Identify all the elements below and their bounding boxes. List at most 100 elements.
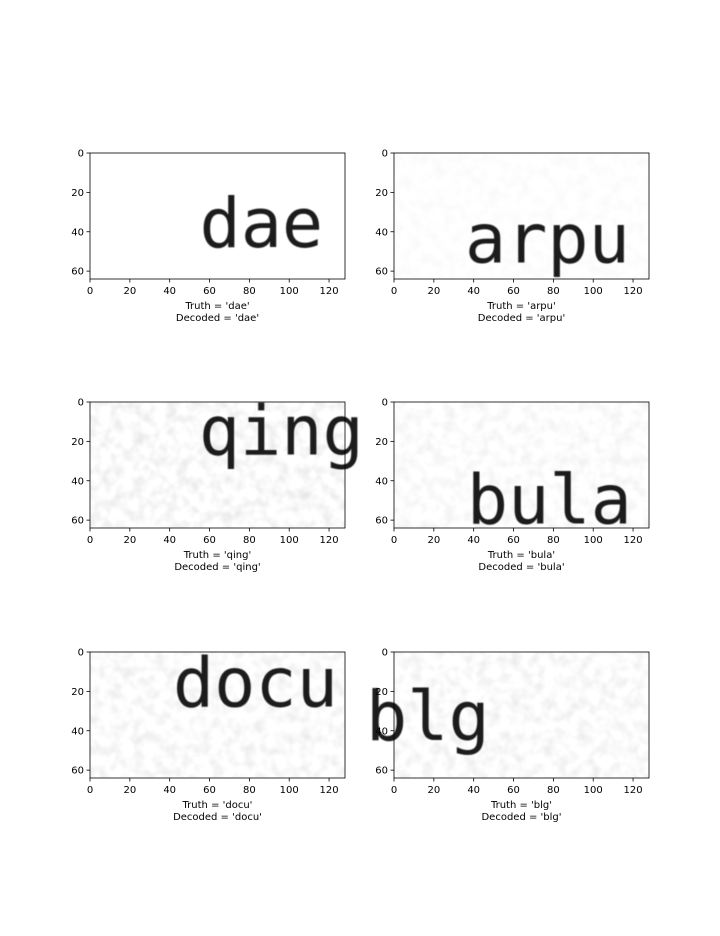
x-tick-label: 40 bbox=[467, 535, 480, 546]
truth-label: Truth = 'blg' bbox=[490, 800, 552, 811]
y-tick-label: 60 bbox=[71, 766, 84, 777]
truth-label: Truth = 'qing' bbox=[183, 550, 251, 561]
image-word-glyphs: blg bbox=[366, 677, 490, 757]
y-tick-label: 0 bbox=[78, 398, 84, 409]
x-tick-label: 100 bbox=[584, 785, 603, 796]
x-tick-label: 0 bbox=[391, 535, 397, 546]
y-tick-label: 20 bbox=[375, 188, 388, 199]
x-tick-label: 80 bbox=[547, 286, 560, 297]
decoded-label: Decoded = 'blg' bbox=[481, 812, 561, 823]
y-tick-label: 60 bbox=[71, 267, 84, 278]
x-tick-label: 40 bbox=[163, 286, 176, 297]
x-tick-label: 60 bbox=[507, 286, 520, 297]
x-tick-label: 0 bbox=[87, 535, 93, 546]
y-tick-label: 40 bbox=[71, 476, 84, 487]
x-tick-label: 80 bbox=[547, 785, 560, 796]
subplot-6: blg 0 20 40 60 80 100 120 0 20 40 60 Truth = 'blg'De… bbox=[366, 648, 650, 823]
decoded-label: Decoded = 'docu' bbox=[173, 812, 262, 823]
x-tick-label: 80 bbox=[243, 286, 256, 297]
axes-frame bbox=[89, 651, 346, 779]
y-tick-label: 20 bbox=[375, 437, 388, 448]
x-tick-label: 100 bbox=[280, 286, 299, 297]
x-tick-label: 0 bbox=[391, 785, 397, 796]
x-tick-label: 60 bbox=[507, 535, 520, 546]
image-noise bbox=[394, 153, 649, 279]
decoded-label: Decoded = 'bula' bbox=[478, 562, 564, 573]
image-word-glyphs: arpu bbox=[465, 200, 630, 280]
x-tick-label: 20 bbox=[427, 785, 440, 796]
image-noise bbox=[394, 652, 649, 778]
x-tick-label: 80 bbox=[547, 535, 560, 546]
x-tick-label: 0 bbox=[87, 286, 93, 297]
y-tick-label: 60 bbox=[375, 516, 388, 527]
image-word-glyphs: qing bbox=[199, 392, 364, 472]
y-tick-label: 60 bbox=[375, 267, 388, 278]
decoded-label: Decoded = 'qing' bbox=[174, 562, 260, 573]
axes-frame bbox=[393, 152, 650, 280]
decoded-label: Decoded = 'arpu' bbox=[478, 313, 565, 324]
axes-frame bbox=[89, 401, 346, 529]
x-tick-label: 20 bbox=[427, 535, 440, 546]
y-tick-label: 60 bbox=[375, 766, 388, 777]
y-tick-label: 40 bbox=[71, 726, 84, 737]
x-tick-label: 80 bbox=[243, 535, 256, 546]
x-tick-label: 0 bbox=[391, 286, 397, 297]
y-tick-label: 40 bbox=[375, 726, 388, 737]
y-tick-label: 0 bbox=[382, 648, 388, 659]
x-tick-label: 120 bbox=[624, 535, 643, 546]
x-tick-label: 120 bbox=[320, 535, 339, 546]
truth-label: Truth = 'dae' bbox=[184, 301, 249, 312]
x-tick-label: 20 bbox=[123, 535, 136, 546]
x-tick-label: 100 bbox=[280, 785, 299, 796]
y-tick-label: 0 bbox=[78, 149, 84, 160]
x-tick-label: 120 bbox=[320, 286, 339, 297]
x-tick-label: 60 bbox=[203, 535, 216, 546]
subplot-3: qing 0 20 40 60 80 100 120 0 20 40 60 Truth = 'qing'… bbox=[71, 392, 363, 573]
x-tick-label: 20 bbox=[427, 286, 440, 297]
x-tick-label: 80 bbox=[243, 785, 256, 796]
x-tick-label: 0 bbox=[87, 785, 93, 796]
subplot-1: dae 0 20 40 60 80 100 120 0 20 40 60 Truth = 'dae'De… bbox=[71, 149, 346, 324]
image-word-glyphs: bula bbox=[467, 460, 632, 540]
x-tick-label: 100 bbox=[280, 535, 299, 546]
y-tick-label: 20 bbox=[71, 437, 84, 448]
y-tick-label: 20 bbox=[71, 687, 84, 698]
subplot-5: docu 0 20 40 60 80 100 120 0 20 40 60 Truth = 'docu'… bbox=[71, 644, 346, 823]
y-tick-label: 40 bbox=[375, 227, 388, 238]
x-tick-label: 120 bbox=[624, 286, 643, 297]
x-tick-label: 100 bbox=[584, 286, 603, 297]
axes-frame bbox=[393, 401, 650, 529]
x-tick-label: 20 bbox=[123, 785, 136, 796]
image-noise bbox=[394, 402, 649, 528]
subplot-4: bula 0 20 40 60 80 100 120 0 20 40 60 Truth = 'bula'… bbox=[375, 398, 650, 573]
x-tick-label: 40 bbox=[467, 286, 480, 297]
y-tick-label: 40 bbox=[71, 227, 84, 238]
truth-label: Truth = 'arpu' bbox=[486, 301, 556, 312]
axes-frame bbox=[89, 152, 346, 280]
x-tick-label: 40 bbox=[163, 785, 176, 796]
x-tick-label: 20 bbox=[123, 286, 136, 297]
y-tick-label: 40 bbox=[375, 476, 388, 487]
x-tick-label: 120 bbox=[320, 785, 339, 796]
axes-frame bbox=[393, 651, 650, 779]
x-tick-label: 40 bbox=[467, 785, 480, 796]
decoded-label: Decoded = 'dae' bbox=[176, 313, 259, 324]
image-noise bbox=[90, 652, 345, 778]
x-tick-label: 60 bbox=[203, 286, 216, 297]
x-tick-label: 60 bbox=[507, 785, 520, 796]
subplot-2: arpu 0 20 40 60 80 100 120 0 20 40 60 Truth = 'arpu'… bbox=[375, 149, 650, 324]
image-noise bbox=[90, 402, 345, 528]
y-tick-label: 20 bbox=[375, 687, 388, 698]
image-word-glyphs: dae bbox=[199, 184, 323, 264]
x-tick-label: 60 bbox=[203, 785, 216, 796]
y-tick-label: 0 bbox=[78, 648, 84, 659]
truth-label: Truth = 'docu' bbox=[182, 800, 253, 811]
x-tick-label: 40 bbox=[163, 535, 176, 546]
y-tick-label: 60 bbox=[71, 516, 84, 527]
image-word-glyphs: docu bbox=[173, 644, 338, 724]
y-tick-label: 20 bbox=[71, 188, 84, 199]
image-background bbox=[90, 153, 345, 279]
x-tick-label: 120 bbox=[624, 785, 643, 796]
x-tick-label: 100 bbox=[584, 535, 603, 546]
